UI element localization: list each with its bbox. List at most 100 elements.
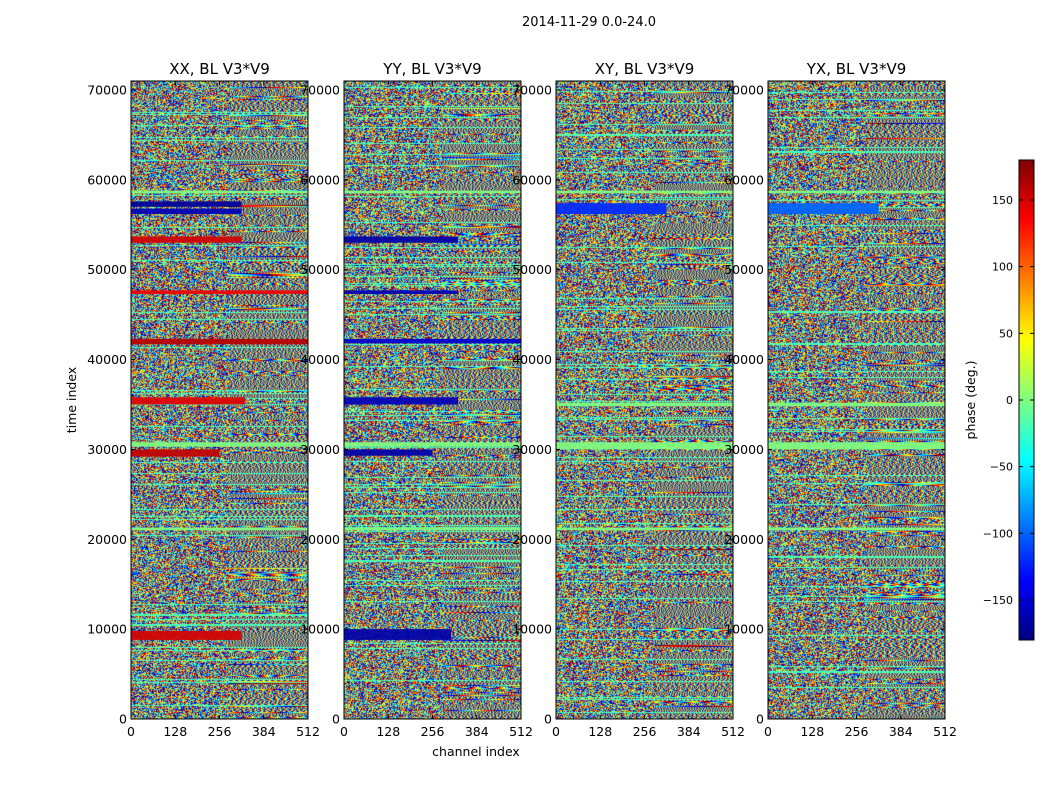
panel-3-xtick-label: 0 bbox=[552, 724, 560, 739]
panel-1-band-8 bbox=[131, 201, 242, 207]
panel-3-band-1 bbox=[556, 442, 733, 450]
panel-2-band-1 bbox=[344, 629, 452, 640]
panel-4-xtick-label: 256 bbox=[845, 724, 869, 739]
panel-2-xtick-label: 384 bbox=[465, 724, 489, 739]
panel-1-xtick-label: 256 bbox=[208, 724, 232, 739]
panel-4-ytick-label: 10000 bbox=[724, 622, 764, 637]
figure-title: 2014-11-29 0.0-24.0 bbox=[522, 15, 656, 30]
colorbar-tick-label: 0 bbox=[1006, 394, 1013, 407]
panel-3-xtick-label: 128 bbox=[588, 724, 612, 739]
panel-1-xtick-label: 0 bbox=[127, 724, 135, 739]
panel-1-band-3 bbox=[131, 397, 246, 405]
y-axis-label: time index bbox=[64, 367, 79, 433]
panel-1-xtick-label: 512 bbox=[296, 724, 320, 739]
panel-4-ytick-label: 60000 bbox=[724, 172, 764, 187]
panel-1-title: XX, BL V3*V9 bbox=[169, 60, 270, 78]
panel-3-xtick-label: 256 bbox=[633, 724, 657, 739]
panel-4-xtick-label: 0 bbox=[764, 724, 772, 739]
panel-1: XX, BL V3*V9 0 128 256 384 512 0 10000 20000 3000… bbox=[87, 60, 320, 739]
panel-3-band-3 bbox=[556, 527, 733, 531]
panel-3: XY, BL V3*V9 0 128 256 384 512 0 10000 20000 3000… bbox=[512, 60, 745, 739]
panel-3-xtick-label: 384 bbox=[677, 724, 701, 739]
panel-1-band-1 bbox=[131, 630, 242, 640]
panel-1-ytick-label: 30000 bbox=[87, 442, 127, 457]
panel-4-band-1 bbox=[768, 442, 945, 450]
panel-2-xtick-label: 512 bbox=[509, 724, 533, 739]
colorbar-tick-label: −50 bbox=[990, 461, 1013, 474]
panel-4-xtick-label: 384 bbox=[889, 724, 913, 739]
panel-2-ytick-label: 60000 bbox=[300, 172, 340, 187]
panel-1-band-9 bbox=[131, 442, 308, 447]
panel-1-band-5 bbox=[131, 290, 308, 294]
panel-4-ytick-label: 50000 bbox=[724, 262, 764, 277]
panel-2-band-4 bbox=[344, 338, 521, 344]
panel-3-band-4 bbox=[556, 203, 667, 214]
panel-3-ytick-label: 10000 bbox=[512, 622, 552, 637]
panel-2: YY, BL V3*V9 0 128 256 384 512 0 10000 20000 3000… bbox=[300, 60, 533, 739]
panel-4-band-3 bbox=[768, 527, 945, 531]
x-axis-label: channel index bbox=[432, 744, 520, 759]
panel-1-ytick-label: 20000 bbox=[87, 532, 127, 547]
colorbar-tick-label: 50 bbox=[999, 327, 1013, 340]
panel-3-ytick-label: 70000 bbox=[512, 82, 552, 97]
colorbar-tick-label: 100 bbox=[992, 261, 1013, 274]
panel-2-ytick-label: 30000 bbox=[300, 442, 340, 457]
panel-2-band-6 bbox=[344, 236, 459, 243]
panel-1-ytick-label: 0 bbox=[119, 712, 127, 727]
panel-1-ytick-label: 60000 bbox=[87, 172, 127, 187]
panel-3-band-2 bbox=[556, 402, 733, 407]
panel-1-ytick-label: 40000 bbox=[87, 352, 127, 367]
panel-4-ytick-label: 0 bbox=[756, 712, 764, 727]
panel-3-ytick-label: 20000 bbox=[512, 532, 552, 547]
panel-1-band-10 bbox=[131, 527, 308, 531]
panel-4-ytick-label: 40000 bbox=[724, 352, 764, 367]
panel-2-band-8 bbox=[344, 527, 521, 531]
panel-2-ytick-label: 70000 bbox=[300, 82, 340, 97]
panel-3-phase-texture bbox=[556, 81, 733, 719]
panel-4-band-2 bbox=[768, 402, 945, 407]
panel-4-ytick-label: 30000 bbox=[724, 442, 764, 457]
panel-1-band-6 bbox=[131, 236, 242, 243]
panel-3-band-5 bbox=[556, 190, 733, 194]
panel-2-ytick-label: 20000 bbox=[300, 532, 340, 547]
panel-4-ytick-label: 20000 bbox=[724, 532, 764, 547]
panel-1-band-7 bbox=[131, 208, 242, 214]
panel-4-xtick-label: 512 bbox=[933, 724, 957, 739]
panel-1-ytick-label: 70000 bbox=[87, 82, 127, 97]
panel-1-xtick-label: 384 bbox=[252, 724, 276, 739]
panel-1-ytick-label: 10000 bbox=[87, 622, 127, 637]
panel-4-title: YX, BL V3*V9 bbox=[806, 60, 907, 78]
panel-4: YX, BL V3*V9 0 128 256 384 512 0 10000 20000 3000… bbox=[724, 60, 957, 739]
panel-4-band-4 bbox=[768, 203, 879, 214]
panel-3-ytick-label: 60000 bbox=[512, 172, 552, 187]
panel-2-band-3 bbox=[344, 397, 459, 405]
panel-2-ytick-label: 50000 bbox=[300, 262, 340, 277]
panel-2-ytick-label: 0 bbox=[332, 712, 340, 727]
panel-3-xtick-label: 512 bbox=[721, 724, 745, 739]
panel-4-xtick-label: 128 bbox=[800, 724, 824, 739]
panel-2-band-2 bbox=[344, 449, 433, 456]
panel-2-band-9 bbox=[344, 190, 521, 194]
panel-1-band-11 bbox=[131, 190, 308, 194]
panel-4-band-5 bbox=[768, 190, 945, 194]
panel-3-title: XY, BL V3*V9 bbox=[595, 60, 695, 78]
panel-3-ytick-label: 0 bbox=[544, 712, 552, 727]
colorbar: 150 100 50 0 −50 −100 −150 phase (deg.) bbox=[963, 159, 1035, 641]
panel-1-band-2 bbox=[131, 449, 220, 457]
panel-3-ytick-label: 50000 bbox=[512, 262, 552, 277]
colorbar-tick-label: −150 bbox=[983, 594, 1013, 607]
panel-4-ytick-label: 70000 bbox=[724, 82, 764, 97]
panel-2-band-7 bbox=[344, 442, 521, 447]
colorbar-label: phase (deg.) bbox=[963, 361, 978, 440]
colorbar-tick-label: 150 bbox=[992, 194, 1013, 207]
panel-4-phase-texture bbox=[768, 81, 945, 719]
panel-1-xtick-label: 128 bbox=[163, 724, 187, 739]
panel-2-xtick-label: 128 bbox=[376, 724, 400, 739]
panel-2-title: YY, BL V3*V9 bbox=[382, 60, 481, 78]
panel-1-band-4 bbox=[131, 338, 308, 345]
panel-2-xtick-label: 0 bbox=[340, 724, 348, 739]
panel-2-ytick-label: 10000 bbox=[300, 622, 340, 637]
colorbar-tick-label: −100 bbox=[983, 527, 1013, 540]
panel-1-ytick-label: 50000 bbox=[87, 262, 127, 277]
